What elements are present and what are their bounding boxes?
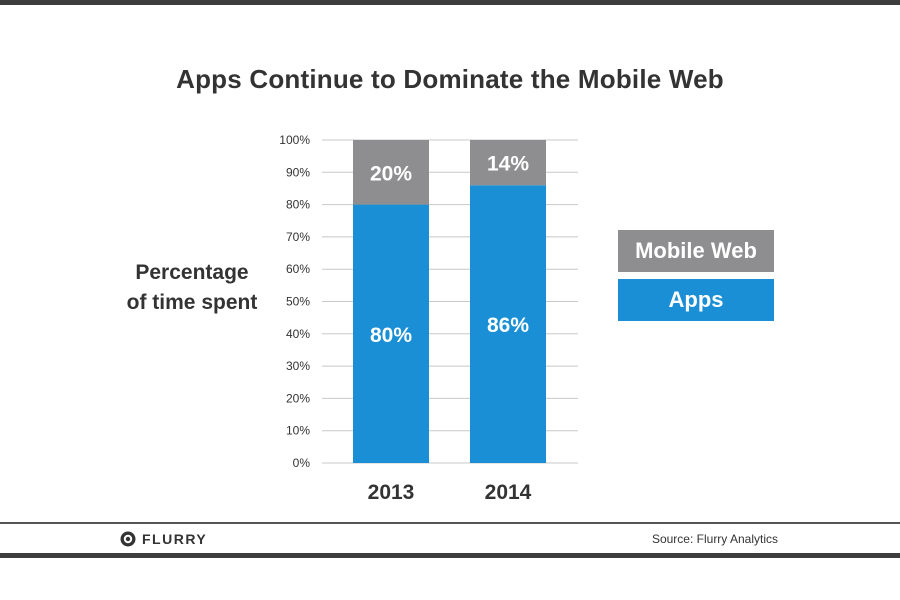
data-label: 14% bbox=[487, 153, 529, 176]
y-tick-label: 30% bbox=[286, 359, 310, 373]
x-tick-label: 2013 bbox=[368, 481, 415, 504]
data-label: 80% bbox=[370, 324, 412, 347]
y-tick-label: 80% bbox=[286, 198, 310, 212]
y-tick-label: 0% bbox=[293, 456, 311, 470]
flurry-logo: FLURRY bbox=[120, 531, 207, 547]
y-axis-label-line-2: of time spent bbox=[126, 291, 258, 314]
y-tick-label: 10% bbox=[286, 424, 310, 438]
y-tick-label: 90% bbox=[286, 165, 310, 179]
y-axis-label: Percentage of time spent bbox=[122, 258, 262, 318]
source-note: Source: Flurry Analytics bbox=[651, 532, 778, 546]
bar-apps-2013 bbox=[353, 204, 429, 463]
legend-apps-label: Apps bbox=[668, 287, 724, 312]
bar-apps-2014 bbox=[470, 185, 546, 463]
bottom-border bbox=[0, 553, 900, 558]
y-tick-label: 50% bbox=[286, 295, 310, 309]
y-tick-label: 20% bbox=[286, 391, 310, 405]
bar-mobile-web-2014 bbox=[470, 140, 546, 186]
y-tick-label: 100% bbox=[279, 133, 310, 147]
footer-divider bbox=[0, 522, 900, 524]
chart-title: Apps Continue to Dominate the Mobile Web bbox=[176, 64, 724, 94]
legend-mobile-web-label: Mobile Web bbox=[635, 238, 757, 263]
y-tick-label: 40% bbox=[286, 327, 310, 341]
top-border bbox=[0, 0, 900, 5]
legend-mobile-web: Mobile Web bbox=[618, 230, 774, 272]
y-axis-label-line-1: Percentage bbox=[135, 261, 249, 284]
legend-apps: Apps bbox=[618, 279, 774, 321]
flurry-logo-icon bbox=[120, 531, 136, 547]
data-label: 20% bbox=[370, 162, 412, 185]
bar-mobile-web-2013 bbox=[353, 140, 429, 205]
flurry-logo-text: FLURRY bbox=[142, 531, 208, 547]
data-label: 86% bbox=[487, 314, 529, 337]
y-tick-label: 70% bbox=[286, 230, 310, 244]
y-tick-label: 60% bbox=[286, 262, 310, 276]
x-tick-label: 2014 bbox=[485, 481, 532, 504]
